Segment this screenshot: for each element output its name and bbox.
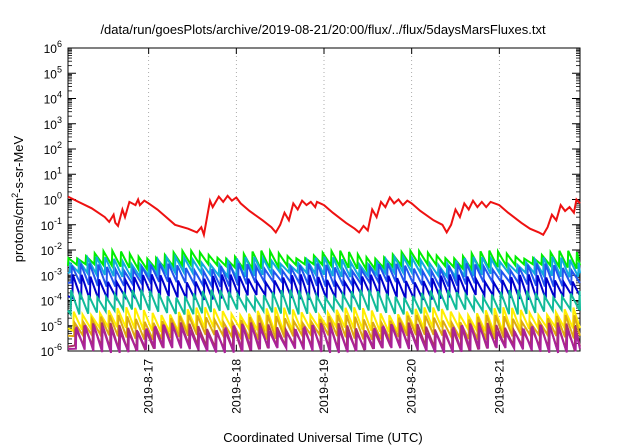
- y-tick-label: 10-5: [41, 317, 62, 334]
- x-tick-label: 2019-8-20: [405, 359, 419, 414]
- series-line-8: [67, 314, 581, 342]
- series-line-4: [67, 262, 581, 291]
- series-line-2: [67, 246, 581, 273]
- y-tick-label: 100: [44, 191, 62, 208]
- y-tick-label: 106: [44, 39, 62, 56]
- y-tick-label: 10-4: [41, 292, 62, 309]
- series-line-1: [67, 194, 581, 239]
- y-tick-label: 105: [44, 64, 62, 81]
- grid-lines: [148, 48, 500, 351]
- series-line-6: [67, 289, 581, 318]
- series-line-10: [67, 324, 581, 354]
- plot-frame: [67, 47, 581, 352]
- y-tick-label: 10-2: [41, 241, 62, 258]
- y-tick-label: 103: [44, 115, 62, 132]
- chart-title: /data/run/goesPlots/archive/2019-08-21/2…: [100, 22, 546, 37]
- y-axis-label: protons/cm2-s-sr-MeV: [10, 135, 26, 262]
- series-line-3: [67, 253, 581, 281]
- y-tick-label: 10-1: [41, 216, 62, 233]
- y-tick-label: 104: [44, 90, 62, 107]
- x-axis-label: Coordinated Universal Time (UTC): [223, 430, 422, 445]
- x-tick-label: 2019-8-17: [142, 359, 156, 414]
- x-tick-label: 2019-8-19: [317, 359, 331, 414]
- series-lines: [67, 194, 581, 354]
- x-tick-label: 2019-8-21: [492, 359, 506, 414]
- series-line-7: [67, 306, 581, 334]
- y-tick-label: 10-6: [41, 342, 62, 359]
- y-tick-label: 102: [44, 140, 62, 157]
- x-axis-ticks: 2019-8-17 2019-8-18 2019-8-19 2019-8-20 2019…: [142, 48, 506, 414]
- y-tick-label: 101: [44, 165, 62, 182]
- x-tick-label: 2019-8-18: [229, 359, 243, 414]
- plot-area: 106 105 104 103 102 101 100 10-1 10-2 10-3 10-4 10-…: [41, 39, 581, 414]
- y-tick-label: 10-3: [41, 266, 62, 283]
- series-line-5: [67, 274, 581, 302]
